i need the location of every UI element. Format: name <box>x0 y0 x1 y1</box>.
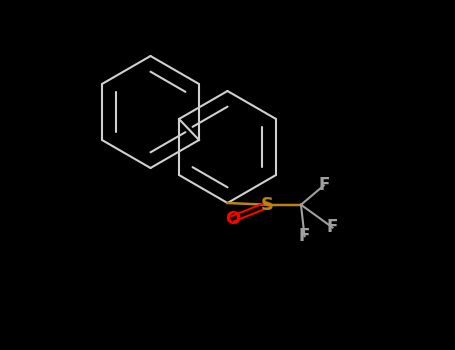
Text: F: F <box>318 176 329 195</box>
Text: O: O <box>225 210 240 228</box>
Text: F: F <box>327 218 338 237</box>
Text: S: S <box>261 196 274 214</box>
Text: F: F <box>299 227 310 245</box>
